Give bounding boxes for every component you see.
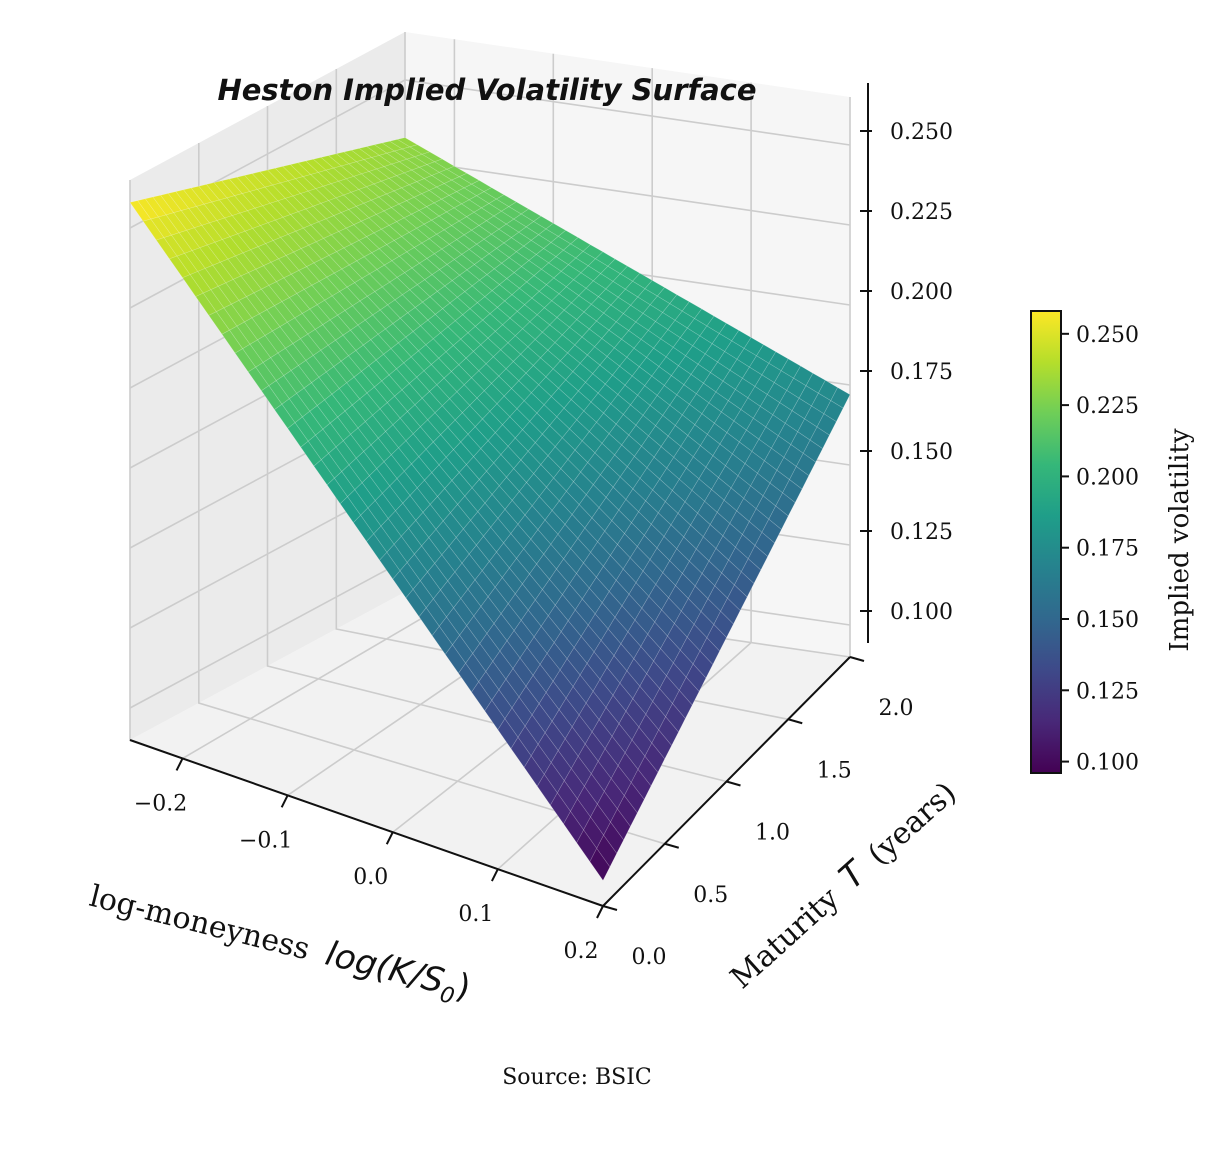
x-tick [175, 757, 184, 771]
colorbar-label: Implied volatility [1165, 428, 1195, 651]
surface-cell [720, 597, 741, 625]
y-axis-label-prefix: Maturity [724, 881, 846, 996]
y-tick-label: 0.5 [693, 883, 728, 908]
surface-cell [637, 755, 659, 787]
z-tick-label: 0.225 [890, 200, 953, 225]
x-axis-label: log-moneyness log(K/S0) [85, 875, 475, 1013]
surface-mesh [129, 137, 851, 881]
y-tick [849, 656, 865, 662]
x-tick [490, 868, 499, 882]
y-tick-label: 0.0 [632, 945, 667, 970]
colorbar-tick-label: 0.225 [1076, 394, 1139, 419]
x-axis-line [129, 739, 604, 907]
y-axis-label-suffix: (years) [861, 776, 963, 873]
source-note: Source: BSIC [502, 1065, 652, 1090]
surface-cell [740, 558, 762, 584]
y-tick [787, 718, 803, 725]
x-tick-label: 0.2 [564, 939, 599, 964]
z-tick-label: 0.200 [890, 280, 953, 305]
axis-lines: −0.2 −0.1 0.0 0.1 0.2 0.0 0.5 1.0 1.5 2.0 0.100 0.1… [129, 83, 953, 970]
surface-cell [623, 781, 645, 814]
x-tick [280, 794, 289, 808]
y-axis-label: Maturity T (years) [721, 773, 964, 997]
colorbar-tick-label: 0.150 [1076, 608, 1139, 633]
chart-title: Heston Implied Volatility Surface [217, 73, 756, 107]
x-axis-label-prefix: log-moneyness [86, 879, 313, 967]
surface-cell [589, 847, 611, 881]
surface-cell [658, 716, 679, 747]
surface-cell [768, 505, 789, 530]
colorbar-tick-label: 0.200 [1076, 465, 1139, 490]
surface-cell [617, 795, 638, 827]
x-tick [596, 905, 604, 919]
x-tick-label: 0.1 [458, 902, 493, 927]
surface-cell [651, 729, 672, 760]
surface-cell [678, 676, 700, 706]
y-tick [726, 780, 741, 787]
grid-line-z [129, 79, 851, 229]
z-tick-label: 0.250 [890, 120, 953, 145]
surface-cell [610, 808, 631, 841]
y-tick-label: 1.0 [755, 821, 790, 846]
surface-cell [644, 742, 666, 773]
z-tick-label: 0.175 [890, 360, 953, 385]
x-axis-label-math: log(K/S [322, 934, 449, 1002]
surface-cell [665, 702, 686, 733]
z-tick-label: 0.150 [890, 440, 953, 465]
y-tick [602, 905, 618, 911]
surface-cell [630, 768, 652, 800]
colorbar-tick-label: 0.175 [1076, 537, 1139, 562]
colorbar-tick-label: 0.100 [1076, 751, 1139, 776]
z-tick-label: 0.100 [890, 600, 953, 625]
surface-cell [830, 387, 851, 409]
x-tick-label: −0.2 [134, 791, 187, 816]
x-axis-label-math-sub: 0 [437, 982, 457, 1010]
grid-line-y [198, 143, 666, 845]
surface-cell [692, 650, 714, 679]
surface-cell [754, 531, 775, 557]
y-tick-label: 2.0 [879, 696, 914, 721]
colorbar-rect [1030, 310, 1062, 774]
surface-cell [823, 400, 844, 423]
colorbar: 0.100 0.125 0.150 0.175 0.200 0.225 0.250 [1030, 310, 1139, 776]
x-tick-label: −0.1 [239, 828, 292, 853]
y-tick [664, 842, 680, 849]
colorbar-tick-label: 0.125 [1076, 679, 1139, 704]
y-axis-label-math: T [832, 852, 876, 897]
x-tick-label: 0.0 [353, 865, 388, 890]
y-tick-label: 1.5 [817, 758, 852, 783]
x-tick [385, 831, 394, 845]
colorbar-tick-label: 0.250 [1076, 323, 1139, 348]
z-tick-label: 0.125 [890, 520, 953, 545]
